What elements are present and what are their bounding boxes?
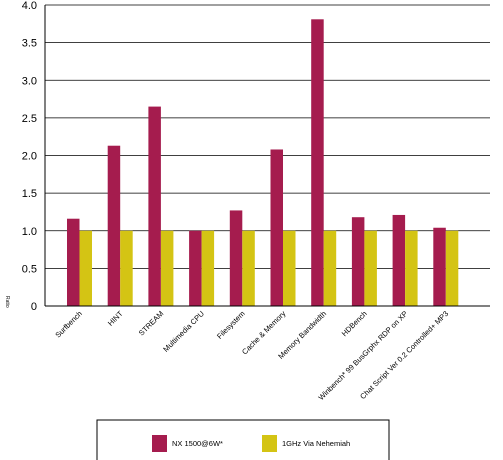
bar-nx-1500-6w-cache-memory <box>270 149 283 306</box>
bar-nx-1500-6w-winbench-99-busgrphx-rdp-on-xp <box>392 214 406 306</box>
y-tick-label: 0 <box>31 301 37 313</box>
y-tick-label: 2.0 <box>22 151 37 163</box>
bar-1ghz-via-nehemiah-chat-script-ver-0-2-controlled-mp3 <box>445 230 459 306</box>
bar-1ghz-via-nehemiah-winbench-99-busgrphx-rdp-on-xp <box>405 230 418 306</box>
y-tick-label: 3.0 <box>22 75 37 87</box>
bar-1ghz-via-nehemiah-surfbench <box>79 230 92 306</box>
bar-1ghz-via-nehemiah-filesystem <box>242 230 255 306</box>
bar-1ghz-via-nehemiah-multimedia-cpu <box>201 230 215 306</box>
x-tick-label: Filesystem <box>215 309 247 341</box>
bar-1ghz-via-nehemiah-hint <box>120 230 133 306</box>
legend-label-nx1500: NX 1500@6W* <box>172 439 223 448</box>
bar-nx-1500-6w-memory-bandwidth <box>311 19 324 307</box>
x-tick-label: HDBench <box>340 309 369 338</box>
bar-1ghz-via-nehemiah-cache-memory <box>283 230 296 306</box>
legend-swatch-nx1500 <box>152 435 167 452</box>
bar-nx-1500-6w-hdbench <box>351 217 365 306</box>
x-tick-label: STREAM <box>137 309 165 337</box>
bar-nx-1500-6w-multimedia-cpu <box>189 230 202 306</box>
x-tick-label: HINT <box>106 309 125 328</box>
bar-1ghz-via-nehemiah-memory-bandwidth <box>323 230 337 306</box>
x-tick-label: Multimedia CPU <box>161 309 206 354</box>
bar-nx-1500-6w-stream <box>148 106 161 307</box>
bar-1ghz-via-nehemiah-stream <box>160 230 174 306</box>
y-tick-label: 0.5 <box>22 263 37 275</box>
bar-nx-1500-6w-chat-script-ver-0-2-controlled-mp3 <box>433 227 446 306</box>
bar-nx-1500-6w-filesystem <box>229 210 243 306</box>
x-tick-label: Surfbench <box>53 309 84 340</box>
y-axis-ticks: 0 0.5 1.0 1.5 2.0 2.5 3.0 3.5 4.0 <box>22 0 37 313</box>
legend-swatch-via-nehemiah <box>262 435 277 452</box>
bars <box>67 19 459 307</box>
bar-nx-1500-6w-hint <box>107 145 121 306</box>
bar-nx-1500-6w-surfbench <box>67 218 80 306</box>
y-tick-label: 1.5 <box>22 188 37 200</box>
x-tick-label: Chat Script Ver 0.2 Controlled+ MP3 <box>358 309 450 401</box>
y-tick-label: 3.5 <box>22 38 37 50</box>
x-tick-label: Winbench* 99 BusGrphx RDP on XP <box>317 309 410 402</box>
y-axis-label: Ratio <box>4 296 10 308</box>
legend-box <box>96 419 390 460</box>
legend-label-via-nehemiah: 1GHz Via Nehemiah <box>282 439 350 448</box>
y-tick-label: 1.0 <box>22 226 37 238</box>
y-tick-label: 4.0 <box>22 0 37 12</box>
y-tick-label: 2.5 <box>22 113 37 125</box>
legend: NX 1500@6W* 1GHz Via Nehemiah <box>96 419 390 460</box>
bar-1ghz-via-nehemiah-hdbench <box>364 230 377 306</box>
